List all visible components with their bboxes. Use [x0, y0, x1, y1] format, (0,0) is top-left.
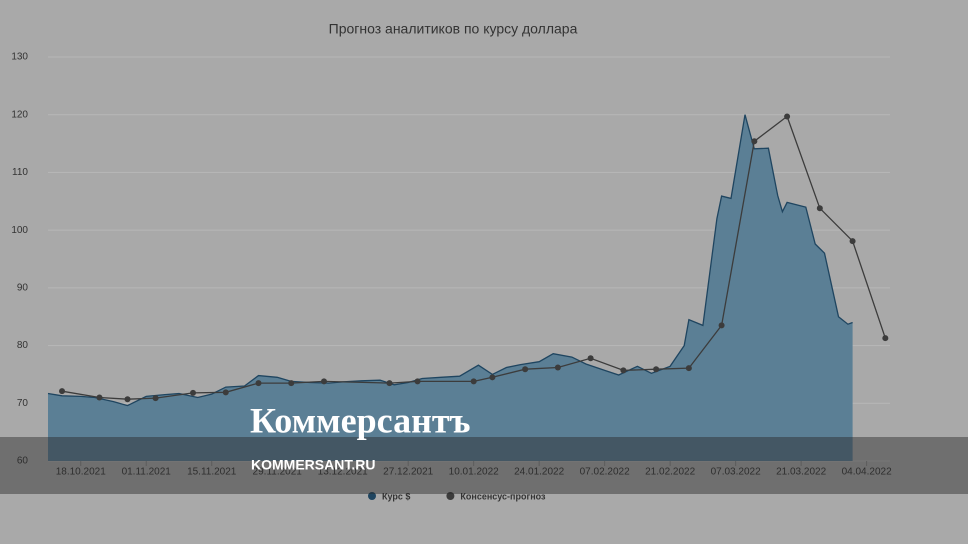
y-tick-label: 100 [11, 225, 28, 236]
y-tick-label: 90 [17, 282, 29, 293]
x-tick-label: 21.02.2022 [645, 467, 695, 478]
y-tick-label: 80 [17, 340, 29, 351]
legend-marker [446, 492, 455, 500]
y-tick-label: 120 [11, 109, 28, 120]
marker [816, 205, 823, 212]
x-tick-label: 07.02.2022 [580, 467, 630, 478]
legend-label: Курс $ [382, 491, 410, 501]
legend-label: Консенсус-прогноз [460, 491, 546, 501]
marker [751, 138, 758, 145]
x-tick-label: 04.04.2022 [842, 467, 892, 478]
marker [554, 364, 561, 371]
x-tick-label: 29.11.2021 [253, 467, 303, 478]
series-line [47, 114, 853, 407]
marker [470, 378, 477, 385]
x-tick-label: 15.11.2021 [187, 467, 237, 478]
y-tick-label: 130 [11, 52, 28, 63]
marker [489, 374, 496, 381]
marker [288, 380, 295, 387]
marker [653, 366, 660, 373]
x-tick-label: 01.11.2021 [122, 467, 172, 478]
marker [414, 378, 421, 385]
marker [152, 395, 159, 402]
marker [784, 113, 791, 120]
marker [190, 389, 197, 396]
legend-marker [368, 492, 376, 500]
marker [386, 380, 393, 387]
chart-title: Прогноз аналитиков по курсу доллара [329, 21, 578, 37]
marker [124, 396, 131, 403]
watermark-site: KOMMERSANT.RU [251, 457, 375, 473]
x-tick-label: 07.03.2022 [711, 467, 761, 478]
watermark-logo: Коммерсантъ [250, 400, 471, 440]
marker [882, 335, 889, 342]
marker [59, 388, 66, 395]
x-tick-label: 21.03.2022 [776, 467, 826, 478]
marker [849, 238, 856, 245]
watermark-band [0, 437, 968, 494]
marker [222, 389, 229, 396]
marker [255, 380, 262, 387]
marker [522, 366, 529, 373]
marker [685, 365, 692, 372]
x-tick-label: 18.10.2021 [56, 467, 106, 478]
y-tick-label: 60 [17, 456, 29, 467]
x-tick-label: 27.12.2021 [383, 467, 433, 478]
marker [718, 322, 725, 329]
area [48, 114, 853, 461]
marker [587, 355, 594, 362]
x-tick-label: 10.01.2022 [449, 467, 499, 478]
marker [96, 394, 103, 401]
marker [620, 367, 627, 374]
x-tick-label: 13.12.2021 [318, 467, 368, 478]
marker [320, 378, 327, 385]
x-tick-label: 24.01.2022 [514, 467, 564, 478]
y-tick-label: 110 [12, 167, 28, 178]
y-tick-label: 70 [17, 398, 29, 409]
